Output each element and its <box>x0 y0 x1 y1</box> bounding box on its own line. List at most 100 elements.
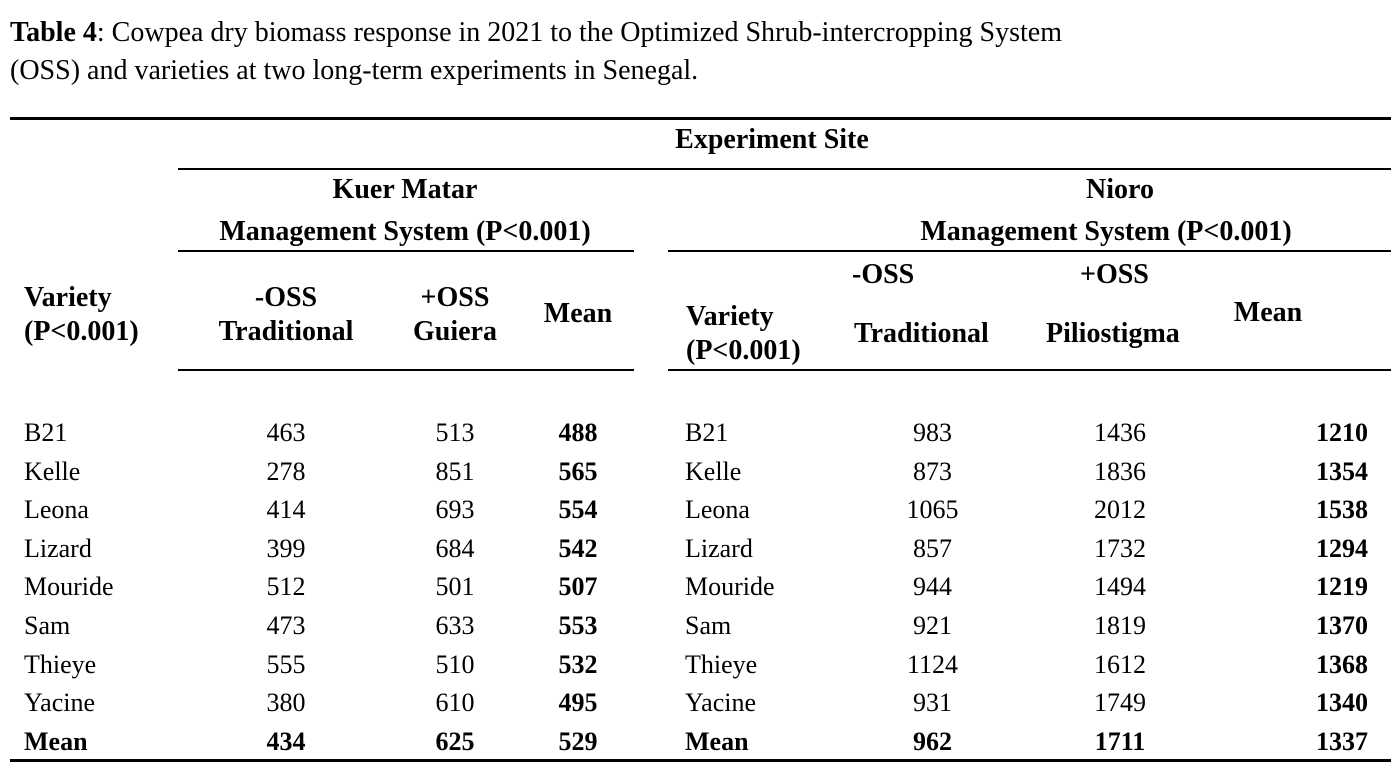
right-cell-variety: Thieye <box>685 649 758 679</box>
right-cell-variety: Sam <box>685 611 732 640</box>
left-cell-variety: Thieye <box>24 649 97 679</box>
left-cell-oss: 501 <box>435 572 475 602</box>
right-variety-p-value: (P<0.001) <box>686 335 801 366</box>
left-header-bottom-rule <box>178 369 634 371</box>
table-caption: Table 4: Cowpea dry biomass response in … <box>10 14 1062 90</box>
caption-label: Table 4 <box>10 17 97 48</box>
left-cell-trad: 512 <box>266 572 306 602</box>
left-cell-trad: 414 <box>266 495 306 525</box>
right-cell-trad: 1065 <box>906 495 959 525</box>
left-variety-label: Variety <box>24 282 112 313</box>
left-cell-variety: Mouride <box>24 572 114 602</box>
site-header-nioro: Nioro <box>1086 174 1154 205</box>
right-cell-variety: Mean <box>685 726 749 756</box>
right-cell-mean: 1354 <box>1316 456 1368 486</box>
right-cell-trad: 931 <box>913 688 952 718</box>
left-col-mean-header: Mean <box>543 298 613 329</box>
left-cell-oss: 633 <box>435 611 475 640</box>
right-cell-variety: B21 <box>685 418 729 447</box>
right-cell-oss: 1749 <box>1094 688 1146 718</box>
left-cell-mean: 565 <box>558 456 598 486</box>
left-cell-oss: 851 <box>435 456 475 486</box>
left-cell-oss: 693 <box>435 495 475 525</box>
left-cell-variety: Sam <box>24 611 71 640</box>
left-variety-p-value: (P<0.001) <box>24 316 139 347</box>
left-cell-mean: 532 <box>558 649 598 679</box>
left-cell-oss: 513 <box>435 418 475 447</box>
left-cell-mean: 529 <box>558 726 598 756</box>
right-cell-mean: 1219 <box>1316 572 1368 602</box>
left-management-system-header: Management System (P<0.001) <box>219 216 591 247</box>
site-header-kuer-matar: Kuer Matar <box>332 174 478 205</box>
right-mgmt-rule <box>668 250 1391 252</box>
left-col-traditional-header: -OSS Traditional <box>196 281 376 349</box>
right-cell-trad: 921 <box>913 611 952 640</box>
right-cell-oss: 1612 <box>1094 649 1146 679</box>
right-header-bottom-rule <box>668 369 1391 371</box>
right-oss-plus-label: +OSS <box>1080 259 1149 290</box>
right-cell-oss: 1836 <box>1094 456 1146 486</box>
right-cell-oss: 1436 <box>1094 418 1146 447</box>
right-cell-trad: 873 <box>913 456 952 486</box>
right-cell-mean: 1340 <box>1316 688 1368 718</box>
left-cell-variety: Yacine <box>24 688 96 718</box>
right-cell-mean: 1294 <box>1316 533 1368 563</box>
left-cell-trad: 399 <box>266 533 306 563</box>
caption-text-line2: (OSS) and varieties at two long-term exp… <box>10 55 699 86</box>
left-col-guiera-header: +OSS Guiera <box>385 281 525 349</box>
right-cell-mean: 1337 <box>1316 726 1368 756</box>
left-cell-oss: 684 <box>435 533 475 563</box>
left-traditional-label: Traditional <box>218 316 354 347</box>
right-cell-oss: 2012 <box>1094 495 1146 525</box>
left-cell-trad: 473 <box>266 611 306 640</box>
right-cell-variety: Yacine <box>685 688 757 718</box>
right-cell-trad: 1124 <box>906 649 959 679</box>
left-variety-header: Variety (P<0.001) <box>24 281 139 349</box>
right-cell-mean: 1538 <box>1316 495 1368 525</box>
left-cell-variety: Leona <box>24 495 89 525</box>
bottom-rule <box>10 759 1391 762</box>
caption-text-line1: : Cowpea dry biomass response in 2021 to… <box>96 17 1062 48</box>
left-cell-trad: 555 <box>266 649 306 679</box>
left-cell-oss: 510 <box>435 649 475 679</box>
right-cell-trad: 983 <box>913 418 952 447</box>
right-variety-label: Variety <box>686 301 774 332</box>
right-cell-variety: Leona <box>685 495 750 525</box>
left-cell-mean: 554 <box>558 495 598 525</box>
left-guiera-label: Guiera <box>413 316 497 347</box>
left-cell-variety: Mean <box>24 726 88 756</box>
left-cell-mean: 507 <box>558 572 598 602</box>
left-oss-minus-label: -OSS <box>254 282 318 313</box>
right-cell-trad: 962 <box>913 726 952 756</box>
right-cell-trad: 944 <box>913 572 952 602</box>
right-cell-variety: Lizard <box>685 533 753 563</box>
right-piliostigma-label: Piliostigma <box>1046 318 1180 349</box>
right-oss-minus-label: -OSS <box>852 259 915 290</box>
left-cell-oss: 625 <box>435 726 475 756</box>
left-cell-mean: 553 <box>558 611 598 640</box>
left-cell-trad: 278 <box>266 456 306 486</box>
right-cell-variety: Kelle <box>685 456 742 486</box>
left-cell-oss: 610 <box>435 688 475 718</box>
top-rule <box>10 117 1391 120</box>
left-cell-variety: Kelle <box>24 456 81 486</box>
right-cell-mean: 1210 <box>1316 418 1368 447</box>
site-rule <box>178 168 1391 170</box>
left-cell-variety: B21 <box>24 418 68 447</box>
right-variety-header: Variety (P<0.001) <box>686 300 801 368</box>
left-cell-mean: 488 <box>558 418 598 447</box>
left-cell-trad: 463 <box>266 418 306 447</box>
experiment-site-header: Experiment Site <box>675 124 869 155</box>
left-cell-trad: 434 <box>266 726 306 756</box>
right-cell-trad: 857 <box>913 533 952 563</box>
left-cell-mean: 495 <box>558 688 598 718</box>
right-cell-oss: 1494 <box>1094 572 1146 602</box>
right-traditional-label: Traditional <box>854 318 989 349</box>
right-cell-mean: 1368 <box>1316 649 1368 679</box>
left-cell-trad: 380 <box>266 688 306 718</box>
right-cell-oss: 1819 <box>1094 611 1146 640</box>
right-cell-oss: 1732 <box>1094 533 1146 563</box>
left-oss-plus-label: +OSS <box>420 282 490 313</box>
right-management-system-header: Management System (P<0.001) <box>920 216 1292 247</box>
right-cell-oss: 1711 <box>1094 726 1146 756</box>
